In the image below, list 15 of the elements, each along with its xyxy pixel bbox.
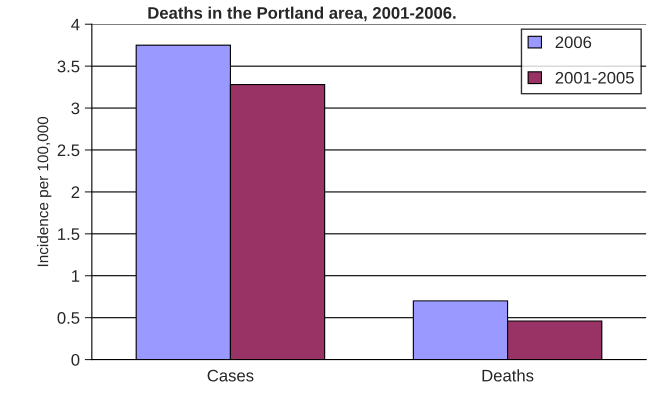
y-axis-title: Incidence per 100,000 bbox=[37, 116, 52, 266]
y-tick-label: 2 bbox=[72, 186, 80, 198]
y-tick-label: 3.5 bbox=[58, 60, 80, 72]
y-tick-label: 0.5 bbox=[58, 312, 80, 324]
chart-title: Deaths in the Portland area, 2001-2006. bbox=[148, 6, 456, 22]
y-tick-label: 1.5 bbox=[58, 228, 80, 240]
x-tick-label: Cases bbox=[208, 370, 254, 382]
y-tick-label: 4 bbox=[71, 18, 80, 30]
y-tick-label: 0 bbox=[71, 354, 80, 366]
legend-label: 2006 bbox=[556, 36, 592, 48]
x-tick-label: Deaths bbox=[482, 369, 534, 382]
y-tick-label: 3 bbox=[71, 102, 80, 114]
y-tick-label: 1 bbox=[72, 270, 80, 282]
y-tick-label: 2.5 bbox=[58, 144, 80, 156]
legend-label: 2001-2005 bbox=[556, 72, 634, 84]
